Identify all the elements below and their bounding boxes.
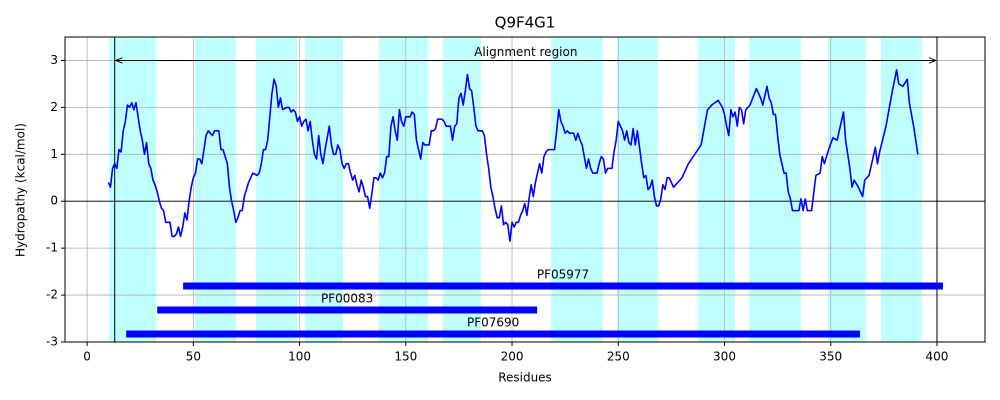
y-tick-label: 0 — [50, 194, 58, 208]
x-tick-label: 300 — [713, 350, 736, 364]
chart-title: Q9F4G1 — [495, 14, 556, 32]
highlight-span — [697, 37, 735, 342]
highlight-span — [827, 37, 867, 342]
y-tick-label: 1 — [50, 147, 58, 161]
x-tick-label: 200 — [501, 350, 524, 364]
y-tick-label: -2 — [46, 288, 58, 302]
x-axis-label: Residues — [498, 371, 552, 385]
highlight-span — [748, 37, 801, 342]
domain-bar — [157, 306, 538, 314]
x-tick-label: 250 — [607, 350, 630, 364]
y-tick-label: -3 — [46, 335, 58, 349]
highlight-span — [617, 37, 659, 342]
x-tick-label: 400 — [926, 350, 949, 364]
x-tick-label: 0 — [83, 350, 91, 364]
y-axis-label: Hydropathy (kcal/mol) — [14, 123, 28, 257]
x-tick-label: 150 — [394, 350, 417, 364]
plot-frame — [64, 36, 986, 343]
highlight-span — [442, 37, 482, 342]
highlight-span — [880, 37, 922, 342]
domain-label: PF07690 — [467, 316, 519, 330]
highlight-span — [109, 37, 157, 342]
plot-area: Alignment region PF05977 PF00083 PF07690 — [65, 37, 985, 343]
x-tick-label: 100 — [288, 350, 311, 364]
highlight-span — [305, 37, 344, 342]
x-tick-label: 50 — [186, 350, 201, 364]
y-tick-label: 3 — [50, 53, 58, 67]
domain-label: PF05977 — [537, 268, 589, 282]
hydropathy-line — [107, 69, 919, 242]
y-tick-label: -1 — [46, 241, 58, 255]
highlight-span — [379, 37, 429, 342]
alignment-label: Alignment region — [474, 45, 577, 59]
domain-label: PF00083 — [321, 292, 373, 306]
x-tick-label: 350 — [819, 350, 842, 364]
highlight-span — [551, 37, 603, 342]
domain-bar — [183, 282, 943, 290]
y-tick-label: 2 — [50, 100, 58, 114]
highlight-span — [256, 37, 298, 342]
domain-bar — [126, 330, 861, 338]
